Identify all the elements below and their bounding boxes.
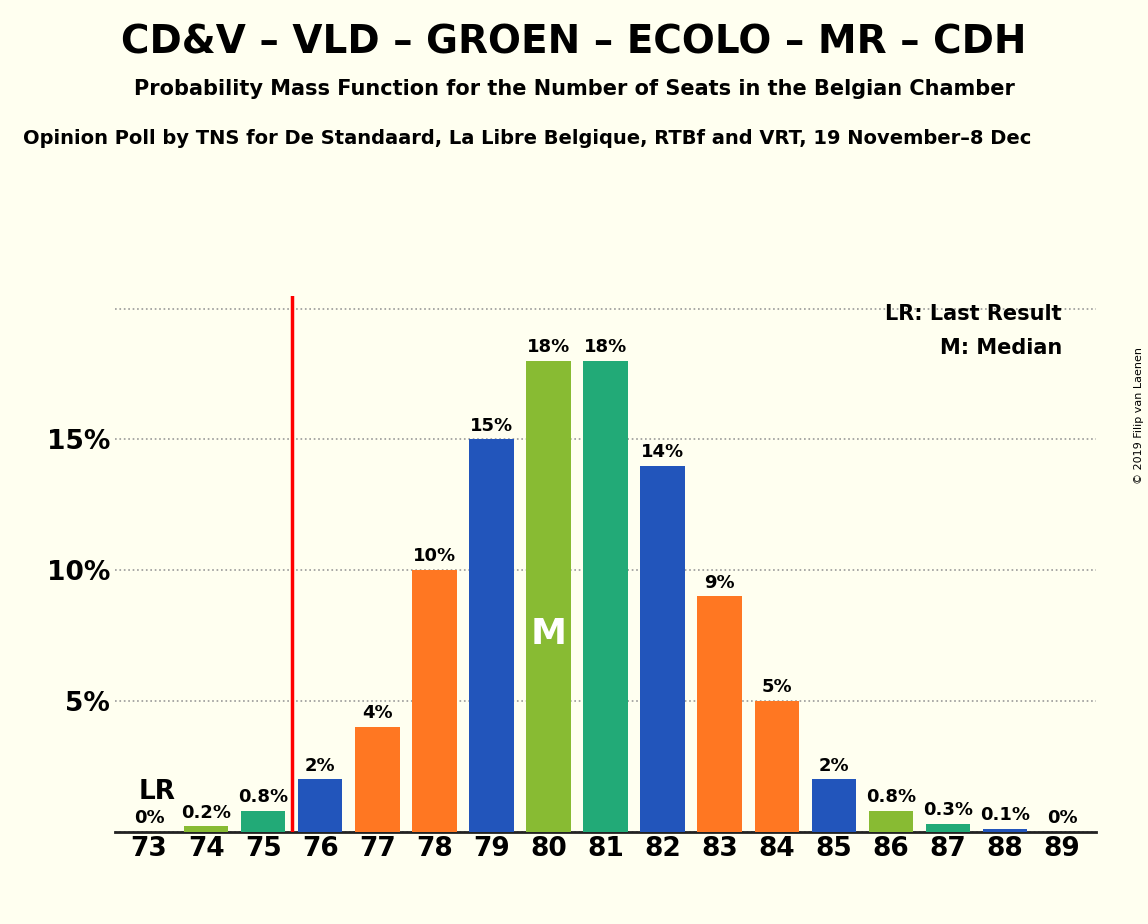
Text: 2%: 2% [819, 757, 850, 774]
Text: 0.3%: 0.3% [923, 801, 974, 819]
Text: 0.8%: 0.8% [866, 788, 916, 806]
Bar [698, 596, 742, 832]
Text: © 2019 Filip van Laenen: © 2019 Filip van Laenen [1134, 347, 1143, 484]
Text: 18%: 18% [584, 338, 627, 357]
Text: Opinion Poll by TNS for De Standaard, La Libre Belgique, RTBf and VRT, 19 Novemb: Opinion Poll by TNS for De Standaard, La… [23, 129, 1031, 149]
Text: 0%: 0% [1047, 808, 1078, 827]
Text: M: M [530, 617, 566, 651]
Text: 5%: 5% [761, 678, 792, 696]
Bar [869, 810, 913, 832]
Text: 0.2%: 0.2% [181, 804, 231, 821]
Bar [241, 810, 286, 832]
Text: Probability Mass Function for the Number of Seats in the Belgian Chamber: Probability Mass Function for the Number… [133, 79, 1015, 99]
Bar [641, 466, 685, 832]
Text: M: Median: M: Median [940, 337, 1062, 358]
Bar [184, 826, 228, 832]
Bar [470, 440, 513, 832]
Bar [298, 779, 342, 832]
Bar [925, 824, 970, 832]
Bar [526, 361, 571, 832]
Bar [754, 701, 799, 832]
Text: 18%: 18% [527, 338, 571, 357]
Text: LR: LR [139, 779, 176, 806]
Bar [983, 829, 1027, 832]
Text: 4%: 4% [362, 704, 393, 723]
Text: CD&V – VLD – GROEN – ECOLO – MR – CDH: CD&V – VLD – GROEN – ECOLO – MR – CDH [122, 23, 1026, 61]
Text: 2%: 2% [305, 757, 335, 774]
Text: 0%: 0% [133, 808, 164, 827]
Bar [583, 361, 628, 832]
Text: LR: Last Result: LR: Last Result [885, 303, 1062, 323]
Text: 14%: 14% [641, 443, 684, 461]
Text: 0.1%: 0.1% [980, 807, 1030, 824]
Text: 15%: 15% [470, 417, 513, 435]
Bar [412, 570, 457, 832]
Text: 0.8%: 0.8% [238, 788, 288, 806]
Bar [812, 779, 856, 832]
Bar [355, 727, 400, 832]
Text: 9%: 9% [705, 574, 735, 591]
Text: 10%: 10% [413, 547, 456, 565]
